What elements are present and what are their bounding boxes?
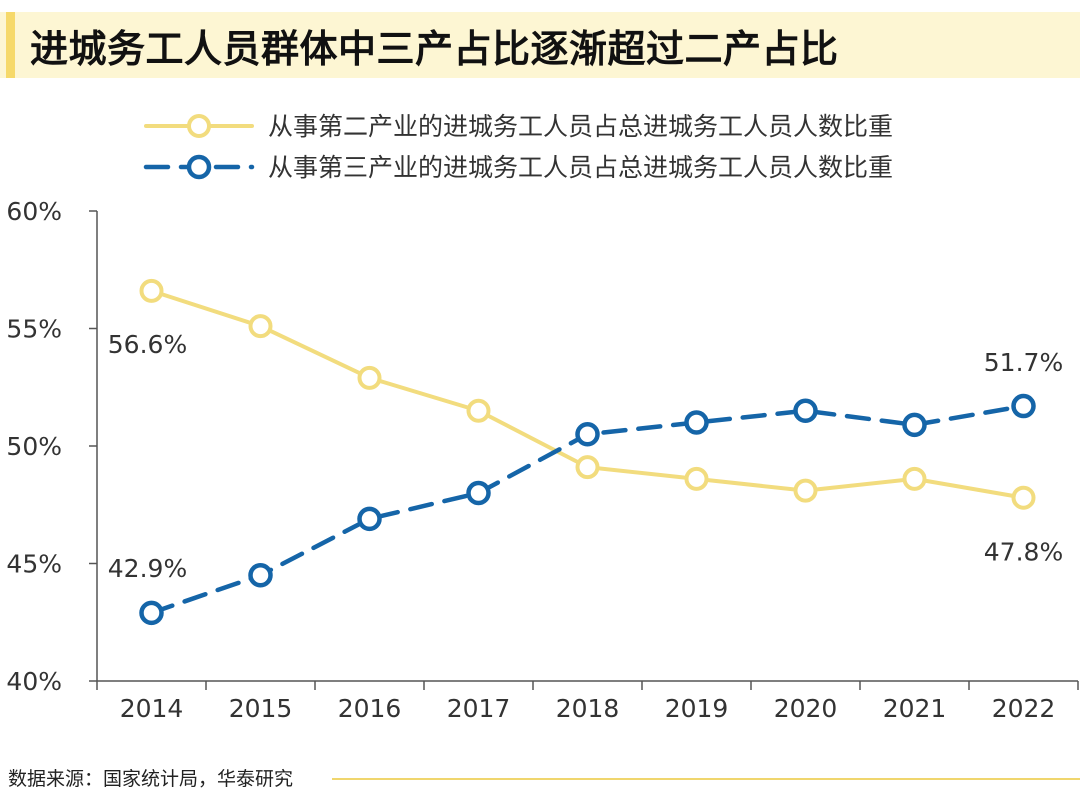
series-2-point (1011, 393, 1036, 419)
series-1-point (466, 398, 491, 423)
legend: 从事第二产业的进城务工人员占总进城务工人员人数比重从事第三产业的进城务工人员占总… (143, 112, 893, 182)
series-2-point (902, 412, 927, 438)
series-1-point (575, 455, 600, 480)
series-2-point (357, 506, 382, 532)
y-tick-label: 55% (6, 315, 62, 344)
legend-swatch-marker-2 (186, 154, 212, 180)
data-source-note: 数据来源：国家统计局，华泰研究 (8, 768, 294, 790)
y-tick-label: 60% (6, 197, 62, 226)
data-label: 51.7% (984, 348, 1063, 377)
x-tick-label: 2022 (992, 694, 1056, 723)
x-tick-label: 2019 (665, 694, 729, 723)
data-label: 42.9% (108, 554, 187, 583)
series-2-point (466, 480, 491, 506)
series-lines (139, 278, 1036, 626)
x-tick-label: 2021 (883, 694, 947, 723)
x-tick-label: 2014 (120, 694, 184, 723)
y-tick-label: 40% (6, 667, 62, 696)
chart-title: 进城务工人员群体中三产占比逐渐超过二产占比 (30, 27, 839, 71)
series-2-point (793, 398, 818, 423)
footer-divider (332, 778, 1080, 780)
y-tick-label: 45% (6, 550, 62, 579)
series-2-point (139, 600, 164, 626)
series-1-point (139, 278, 164, 303)
legend-label-1: 从事第二产业的进城务工人员占总进城务工人员人数比重 (268, 112, 893, 141)
series-1-point (684, 466, 709, 491)
x-tick-label: 2016 (338, 694, 402, 723)
title-banner (0, 12, 1080, 78)
y-tick-label: 50% (6, 432, 62, 461)
title-accent-bar (6, 12, 15, 78)
legend-label-2: 从事第三产业的进城务工人员占总进城务工人员人数比重 (268, 153, 893, 182)
x-tick-label: 2015 (229, 694, 293, 723)
series-1-point (357, 365, 382, 390)
series-2-point (684, 410, 709, 435)
x-tick-label: 2020 (774, 694, 838, 723)
series-1-point (793, 478, 818, 503)
series-2-point (575, 422, 600, 447)
data-label: 56.6% (108, 330, 187, 359)
x-tick-label: 2017 (447, 694, 511, 723)
series-1-point (248, 314, 273, 339)
series-1-point (1011, 485, 1036, 510)
series-1-point (902, 466, 927, 491)
axes: 40% 45% 50% 55% 60% 2014 2015 2016 2017 2018 2019 2… (6, 197, 1079, 723)
legend-swatch-marker-1 (187, 114, 211, 138)
data-labels: 56.6% 47.8% 42.9% 51.7% (108, 330, 1063, 583)
x-tick-label: 2018 (556, 694, 620, 723)
data-label: 47.8% (984, 538, 1063, 567)
series-2-point (248, 563, 273, 588)
